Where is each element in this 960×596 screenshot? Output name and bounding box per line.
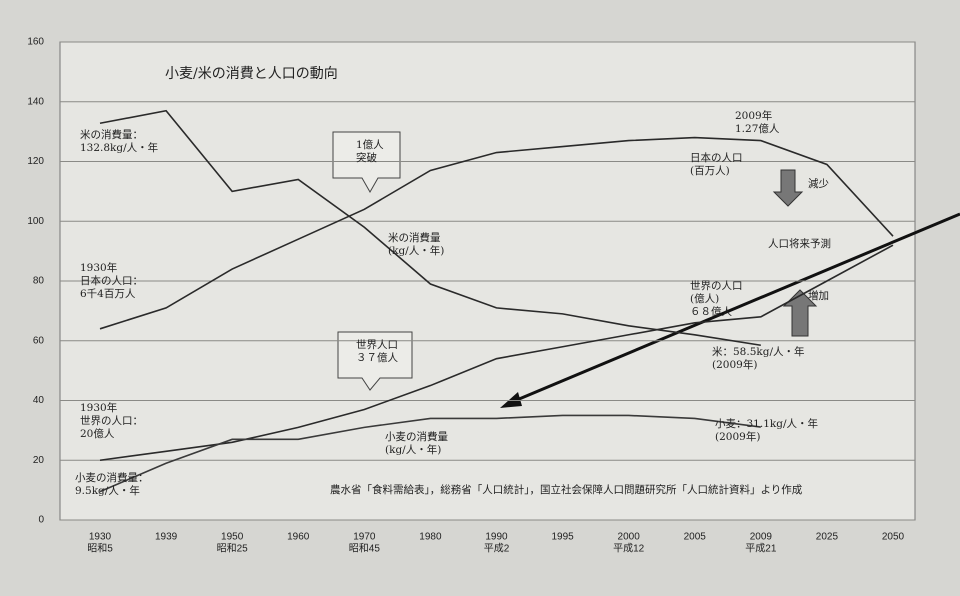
annotation: ６８億人 xyxy=(690,305,732,318)
annotation: 132.8kg/人・年 xyxy=(80,141,158,154)
annotation: (2009年) xyxy=(712,358,757,371)
annotation: 6千4百万人 xyxy=(80,288,136,300)
y-tick-label: 60 xyxy=(33,335,45,346)
annotation: 米の消費量： xyxy=(80,128,143,141)
x-tick-label: 1990 xyxy=(485,532,508,543)
x-tick-label: 1980 xyxy=(419,532,442,543)
callout-box xyxy=(337,331,413,391)
series-line xyxy=(99,109,761,347)
x-tick-sublabel: 昭和25 xyxy=(217,543,249,555)
annotation: 1億人 xyxy=(356,138,384,151)
annotation: 1930年 xyxy=(80,261,117,274)
annotation: 20億人 xyxy=(80,427,115,440)
annotation: 小麦の消費量： xyxy=(75,471,149,484)
x-tick-label: 2009 xyxy=(750,532,773,543)
annotation: 9.5kg/人・年 xyxy=(75,484,140,497)
annotation: 減少 xyxy=(808,177,829,190)
annotation: 世界の人口： xyxy=(80,415,143,427)
x-tick-label: 2000 xyxy=(618,532,641,543)
annotation: 1.27億人 xyxy=(735,122,780,135)
annotation: 1930年 xyxy=(80,401,117,414)
x-tick-label: 2050 xyxy=(882,532,905,543)
annotation: 突破 xyxy=(356,151,377,164)
x-tick-sublabel: 平成2 xyxy=(484,543,510,555)
y-tick-label: 100 xyxy=(27,216,44,227)
y-tick-label: 40 xyxy=(33,395,45,406)
annotation: (2009年) xyxy=(715,430,760,443)
annotation: 小麦：31.1kg/人・年 xyxy=(715,417,818,430)
annotation: (kg/人・年) xyxy=(385,443,441,456)
y-tick-label: 160 xyxy=(27,37,44,48)
x-tick-label: 2005 xyxy=(684,532,707,543)
y-tick-label: 20 xyxy=(33,455,45,466)
series-line xyxy=(99,244,894,462)
y-tick-label: 0 xyxy=(38,515,44,526)
annotation: 日本の人口 xyxy=(690,151,743,164)
annotation: 小麦の消費量 xyxy=(385,430,448,443)
annotation: 日本の人口： xyxy=(80,274,143,287)
annotation: 世界人口 xyxy=(356,339,398,351)
annotation: (億人) xyxy=(690,292,719,305)
annotation: 農水省「食料需給表」，総務省「人口統計」，国立社会保障人口問題研究所「人口統計資… xyxy=(330,483,803,496)
x-tick-label: 1995 xyxy=(551,532,574,543)
y-tick-label: 120 xyxy=(27,156,44,167)
x-tick-sublabel: 昭和45 xyxy=(349,543,381,555)
x-tick-sublabel: 平成12 xyxy=(613,543,645,555)
annotation: 増加 xyxy=(808,289,829,302)
annotation: ３７億人 xyxy=(356,351,398,364)
x-tick-label: 1939 xyxy=(155,532,178,543)
x-tick-label: 1960 xyxy=(287,532,310,543)
x-tick-label: 1930 xyxy=(89,532,112,543)
series-line xyxy=(99,414,761,493)
annotation: (百万人) xyxy=(690,165,730,177)
x-tick-label: 1970 xyxy=(353,532,376,543)
annotation: 人口将来予測 xyxy=(768,237,831,250)
chart-title: 小麦/米の消費と人口の動向 xyxy=(165,66,338,82)
x-tick-sublabel: 昭和5 xyxy=(87,543,113,555)
annotation: 世界の人口 xyxy=(690,280,743,292)
series-line xyxy=(99,136,894,330)
y-tick-label: 140 xyxy=(27,96,44,107)
down-arrow xyxy=(772,169,804,207)
annotation: (kg/人・年) xyxy=(388,244,444,257)
annotation: 2009年 xyxy=(735,109,772,122)
y-tick-label: 80 xyxy=(33,276,45,287)
x-tick-label: 1950 xyxy=(221,532,244,543)
pointer-arrow xyxy=(511,212,960,404)
up-arrow xyxy=(782,289,818,337)
annotation: 米：58.5kg/人・年 xyxy=(712,345,805,358)
annotation: 米の消費量 xyxy=(388,231,441,244)
x-tick-label: 2025 xyxy=(816,532,839,543)
x-tick-sublabel: 平成21 xyxy=(745,543,777,555)
